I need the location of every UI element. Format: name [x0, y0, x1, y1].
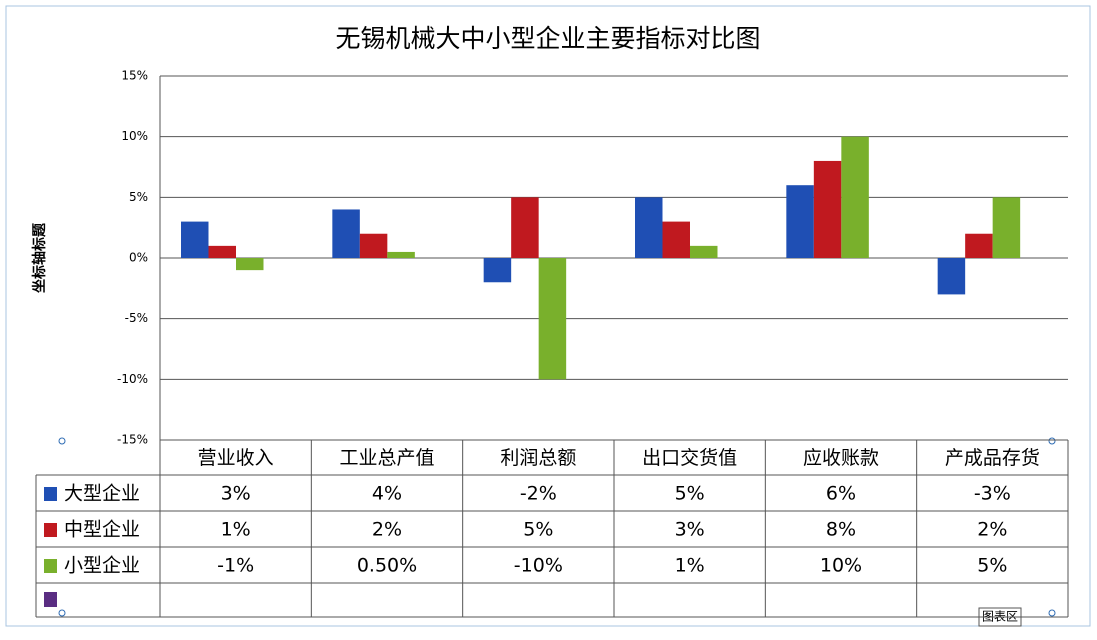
x-tick-label: 应收账款 [803, 447, 879, 469]
x-tick-label: 营业收入 [198, 447, 274, 469]
bar [662, 221, 690, 258]
chart-title: 无锡机械大中小型企业主要指标对比图 [335, 24, 760, 53]
bar [538, 258, 567, 380]
table-value: 0.50% [357, 555, 417, 577]
y-tick-label: 10% [121, 129, 148, 143]
bar [483, 258, 512, 283]
bar [813, 160, 842, 258]
y-axis-title: 坐标轴标题 [31, 222, 48, 293]
legend-key [44, 523, 57, 537]
bar [236, 258, 264, 271]
handle[interactable] [58, 437, 66, 445]
x-tick-label: 产成品存货 [945, 447, 1040, 469]
x-tick-label: 工业总产值 [339, 447, 434, 469]
table-value: 10% [820, 555, 862, 577]
table-value: 3% [221, 483, 251, 505]
y-tick-label: 15% [121, 69, 148, 83]
table-value: 4% [372, 483, 402, 505]
table-value: 2% [372, 519, 402, 541]
legend-key [44, 592, 57, 607]
y-tick-label: 5% [129, 190, 148, 204]
bar [635, 197, 663, 258]
table-value: 3% [675, 519, 705, 541]
table-value: 1% [221, 519, 251, 541]
y-tick-label: -10% [117, 372, 148, 386]
x-tick-label: 出口交货值 [642, 447, 737, 469]
legend-key [44, 487, 57, 501]
y-tick-label: -5% [125, 311, 148, 325]
table-value: 5% [977, 555, 1007, 577]
bar [511, 197, 539, 258]
bar [841, 136, 869, 258]
bar [387, 251, 415, 258]
bar [181, 221, 209, 258]
table-value: -1% [217, 555, 254, 577]
table-value: 1% [675, 555, 705, 577]
bar [208, 245, 236, 258]
legend-label: 大型企业 [64, 483, 140, 505]
handle[interactable] [1048, 609, 1056, 617]
legend-label: 小型企业 [64, 555, 140, 577]
x-tick-label: 利润总额 [500, 447, 576, 469]
bar [332, 209, 360, 258]
table-value: 6% [826, 483, 856, 505]
handle[interactable] [1048, 437, 1056, 445]
bar [786, 185, 814, 258]
table-value: 5% [523, 519, 553, 541]
table-value: 8% [826, 519, 856, 541]
table-value: 5% [675, 483, 705, 505]
bar [965, 233, 993, 258]
table-value: -2% [520, 483, 557, 505]
handle[interactable] [58, 609, 66, 617]
y-tick-label: -15% [117, 433, 148, 447]
bar [937, 258, 966, 295]
table-value: -3% [974, 483, 1011, 505]
table-value: -10% [514, 555, 563, 577]
legend-label: 中型企业 [64, 519, 140, 541]
table-value: 2% [977, 519, 1007, 541]
y-tick-label: 0% [129, 251, 148, 265]
bar [690, 245, 718, 258]
bar [992, 197, 1021, 258]
bar [359, 233, 388, 258]
legend-key [44, 559, 57, 573]
